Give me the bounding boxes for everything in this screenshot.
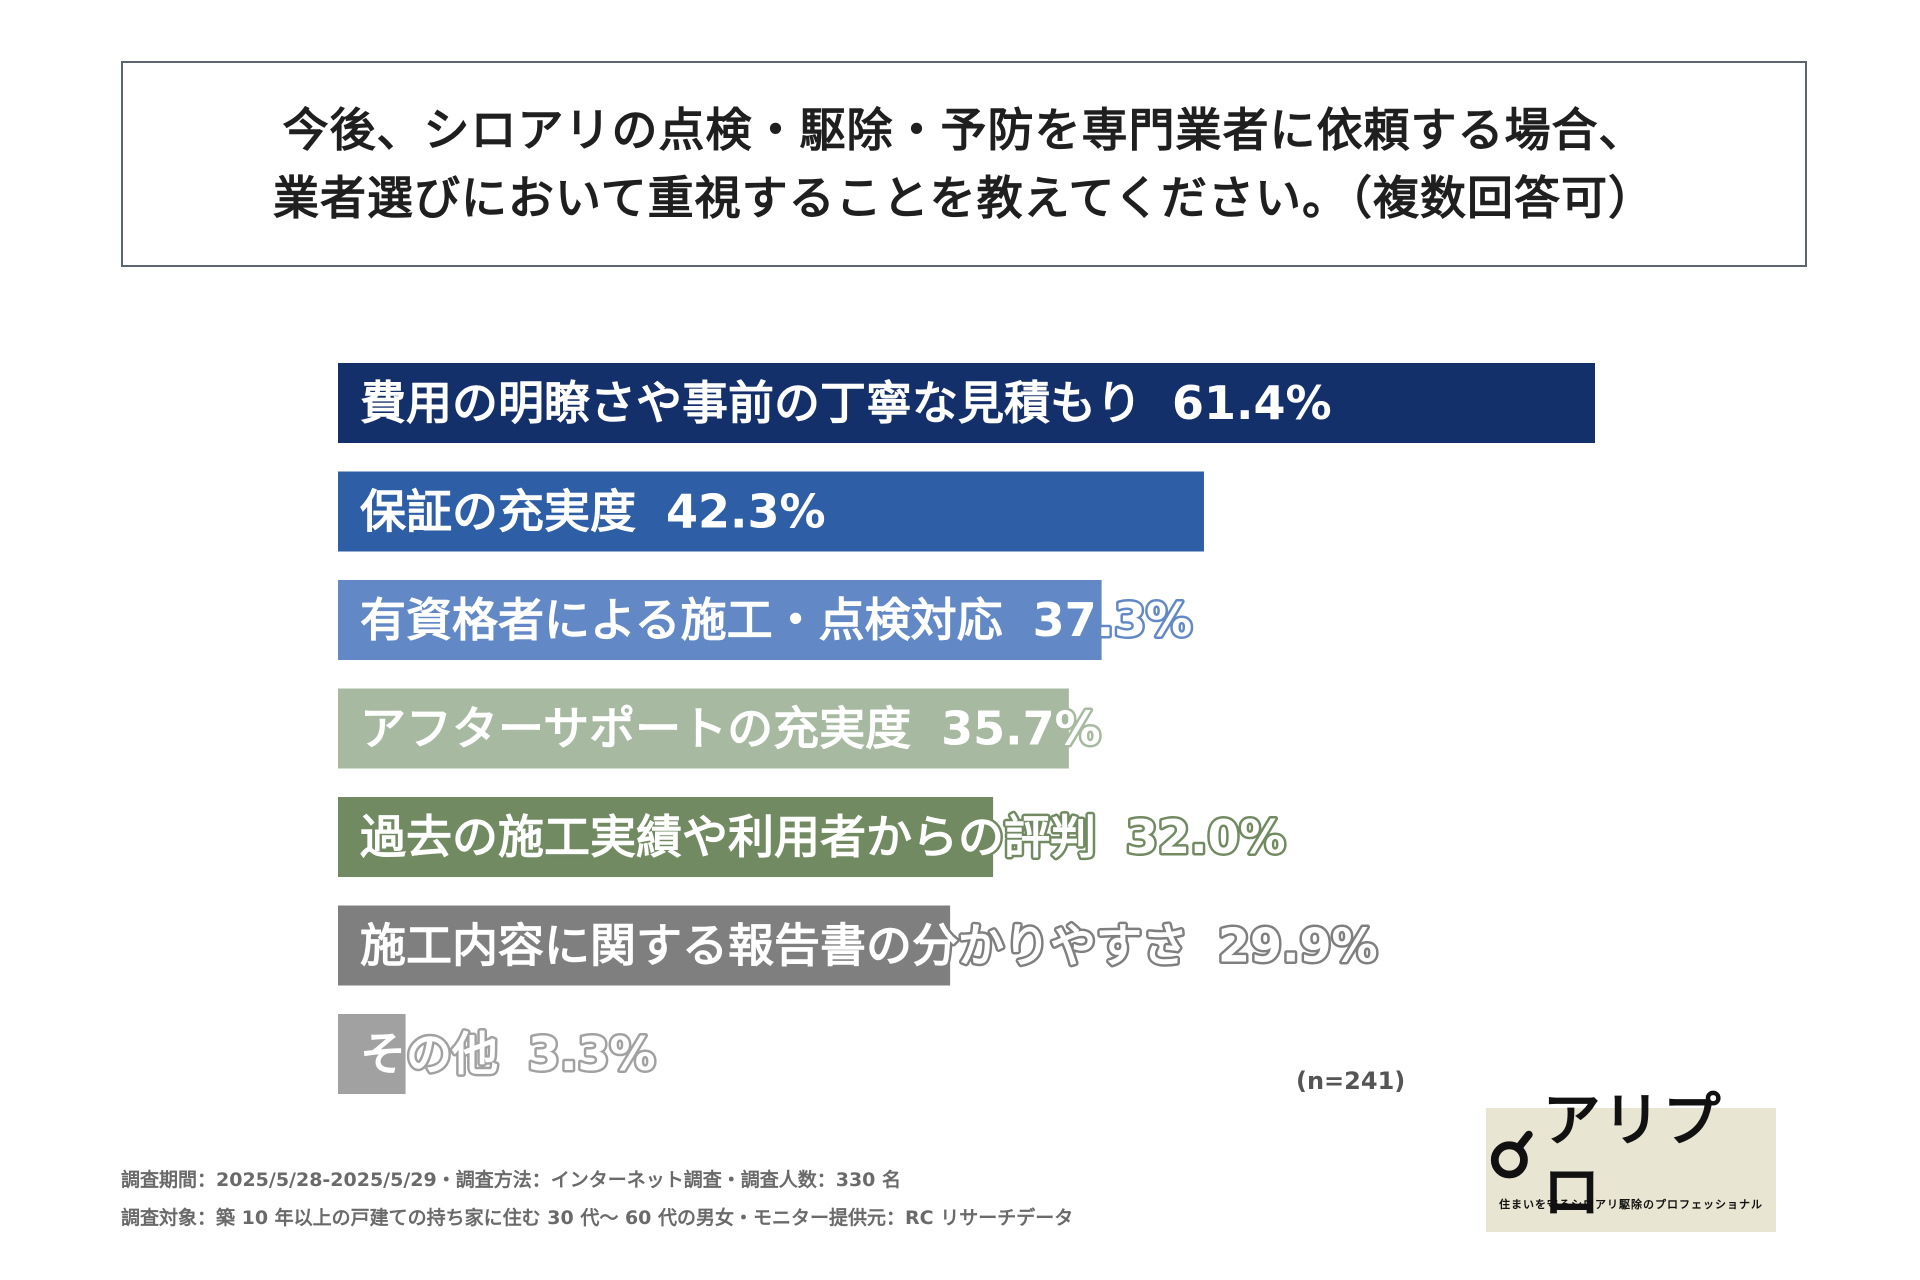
bar-label-1: 保証の充実度 42.3% (360, 485, 826, 539)
chart-title-line-2: 業者選びにおいて重視することを教えてください。（複数回答可） (273, 171, 1655, 225)
bar-chart: 費用の明瞭さや事前の丁寧な見積もり 61.4% 保証の充実度 42.3% 有資格者による… (338, 363, 1595, 1094)
bar-5 (338, 905, 951, 986)
bar-label-0: 費用の明瞭さや事前の丁寧な見積もり 61.4% (360, 376, 1332, 430)
bar-label-5: 施工内容に関する報告書の分かりやすさ 29.9% (360, 919, 1378, 973)
bar-label-3: アフターサポートの充実度 35.7% (360, 702, 1101, 756)
bar-6 (338, 1014, 406, 1094)
survey-footnote-2: 調査対象：築 10 年以上の戸建ての持ち家に住む 30 代〜 60 代の男女・モ… (121, 1207, 1074, 1229)
survey-footnote-1: 調査期間：2025/5/28-2025/5/29・調査方法：インターネット調査・… (121, 1169, 902, 1191)
bar-label-6: その他 3.3% (360, 1027, 656, 1081)
sample-size-label: (n=241) (1296, 1067, 1406, 1095)
bar-value-6: 3.3% (528, 1027, 656, 1081)
bar-value-3: 35.7% (941, 702, 1101, 756)
chart-title-line-1: 今後、シロアリの点検・駆除・予防を専門業者に依頼する場合、 (282, 103, 1646, 157)
bar-category-4: 過去の施工実績や利用者からの評判 (360, 810, 1096, 864)
bar-value-4: 32.0% (1126, 810, 1286, 864)
chart-title-box: 今後、シロアリの点検・駆除・予防を専門業者に依頼する場合、 業者選びにおいて重視… (121, 61, 1807, 267)
bar-label-2: 有資格者による施工・点検対応 37.3% (360, 593, 1192, 647)
bar-2 (338, 580, 1102, 660)
logo-tagline: 住まいを守るシロアリ駆除のプロフェッショナル (1499, 1198, 1763, 1211)
bar-category-0: 費用の明瞭さや事前の丁寧な見積もり (360, 376, 1142, 430)
logo-text: アリプロ (1542, 1086, 1723, 1226)
magnifier-icon (1490, 1130, 1533, 1179)
bar-4 (338, 797, 994, 877)
bar-1 (338, 471, 1204, 552)
bar-value-1: 42.3% (666, 485, 826, 539)
bar-category-2: 有資格者による施工・点検対応 (360, 593, 1003, 647)
ari-pro-logo: アリプロ 住まいを守るシロアリ駆除のプロフェッショナル (1486, 1086, 1776, 1232)
bar-3 (338, 688, 1069, 769)
bar-label-4: 過去の施工実績や利用者からの評判 32.0% (360, 810, 1286, 864)
bar-category-6: その他 (360, 1027, 498, 1081)
bar-value-2: 37.3% (1033, 593, 1193, 647)
bar-0 (338, 363, 1595, 443)
bar-category-1: 保証の充実度 (360, 485, 636, 539)
bar-value-5: 29.9% (1218, 919, 1378, 973)
bar-category-3: アフターサポートの充実度 (360, 702, 911, 756)
bar-category-5: 施工内容に関する報告書の分かりやすさ (360, 919, 1188, 973)
bar-value-0: 61.4% (1172, 376, 1332, 430)
